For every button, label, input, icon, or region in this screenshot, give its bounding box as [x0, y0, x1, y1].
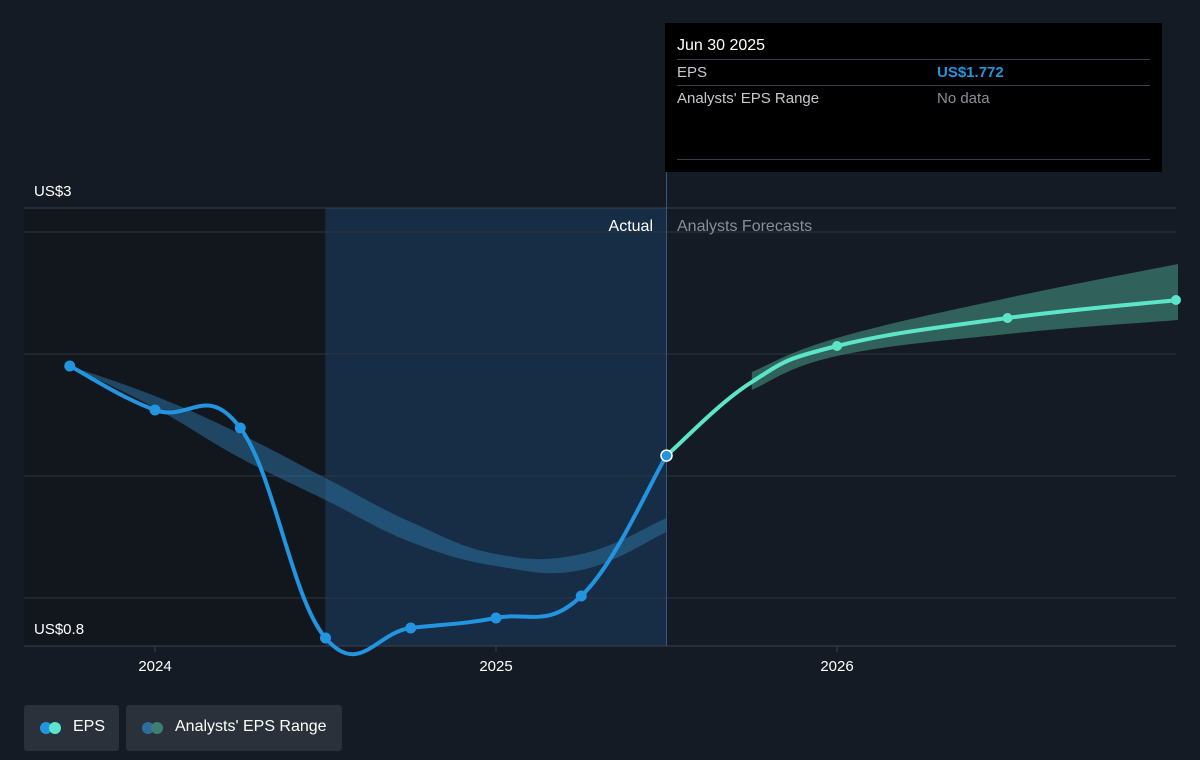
- tooltip-range-label: Analysts' EPS Range: [677, 90, 820, 107]
- eps-point[interactable]: [575, 590, 587, 602]
- gridlines: [24, 207, 1176, 647]
- tooltip-range-row: Analysts' EPS Range No data: [677, 85, 1150, 110]
- eps-tooltip: Jun 30 2025 EPS US$1.772 Analysts' EPS R…: [665, 23, 1162, 172]
- eps-point[interactable]: [405, 622, 417, 634]
- eps-data-points: [64, 295, 1181, 644]
- legend-range-label: Analysts' EPS Range: [175, 718, 327, 735]
- actual-region-label: Actual: [609, 218, 653, 235]
- past-region-shade: [24, 208, 325, 646]
- x-tick-label: 2024: [138, 658, 171, 675]
- forecast-eps-point[interactable]: [1002, 313, 1013, 323]
- tooltip-eps-row: EPS US$1.772: [677, 59, 1150, 84]
- forecast-eps-point[interactable]: [1171, 295, 1181, 305]
- legend-eps-label: EPS: [73, 718, 106, 735]
- y-axis-top-label: US$3: [34, 183, 72, 200]
- highlight-period: [325, 208, 667, 646]
- tooltip-eps-label: EPS: [677, 64, 708, 81]
- forecast-eps-point[interactable]: [832, 341, 842, 351]
- eps-point[interactable]: [149, 404, 161, 416]
- range-legend-icon: [142, 722, 166, 734]
- eps-point[interactable]: [320, 632, 331, 644]
- legend-eps-button[interactable]: EPS: [24, 705, 119, 751]
- tooltip-range-value: No data: [937, 90, 990, 107]
- forecast-eps-line: [664, 298, 1180, 458]
- x-tick-label: 2026: [820, 658, 853, 675]
- tooltip-eps-value: US$1.772: [937, 64, 1004, 81]
- tooltip-divider: [677, 159, 1150, 160]
- y-axis-bottom-label: US$0.8: [34, 621, 84, 638]
- forecast-region-label: Analysts Forecasts: [677, 218, 812, 235]
- x-axis-ticks: 2024 2025 2026: [138, 646, 854, 675]
- eps-point[interactable]: [490, 612, 502, 624]
- x-tick-label: 2025: [479, 658, 512, 675]
- eps-point[interactable]: [234, 422, 246, 434]
- eps-selected-point[interactable]: [660, 449, 673, 462]
- tooltip-date: Jun 30 2025: [677, 37, 766, 54]
- eps-point[interactable]: [64, 360, 76, 372]
- actual-eps-range-band: [69, 366, 667, 574]
- eps-legend-icon: [40, 722, 64, 734]
- forecast-eps-range-band: [751, 264, 1178, 390]
- legend-range-button[interactable]: Analysts' EPS Range: [126, 705, 342, 751]
